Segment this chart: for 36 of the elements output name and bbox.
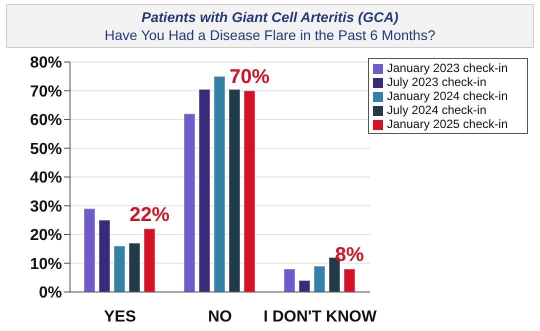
bar bbox=[244, 90, 256, 292]
legend-label: July 2024 check-in bbox=[387, 103, 486, 117]
x-tick-label: NO bbox=[208, 308, 232, 326]
bar bbox=[128, 242, 140, 292]
data-label: 70% bbox=[229, 66, 270, 88]
data-label: 22% bbox=[129, 204, 170, 226]
x-tick-label: I DON'T KNOW bbox=[263, 308, 378, 326]
bar bbox=[84, 208, 96, 292]
y-tick-label: 10% bbox=[30, 256, 62, 273]
bar bbox=[198, 88, 210, 292]
data-label: 8% bbox=[335, 244, 364, 266]
bar bbox=[344, 268, 356, 292]
bar bbox=[228, 88, 240, 292]
y-tick-label: 70% bbox=[30, 83, 62, 100]
bar bbox=[114, 246, 126, 292]
bar bbox=[98, 220, 110, 292]
y-tick-label: 40% bbox=[30, 170, 62, 187]
y-tick-label: 60% bbox=[30, 112, 62, 130]
bar bbox=[284, 268, 296, 292]
chart-title: Patients with Giant Cell Arteritis (GCA) bbox=[140, 8, 400, 26]
legend-label: January 2023 check-in bbox=[387, 61, 508, 75]
legend-label: January 2025 check-in bbox=[387, 117, 508, 131]
x-tick-label: YES bbox=[104, 308, 136, 326]
bar bbox=[298, 280, 310, 292]
legend-label: January 2024 check-in bbox=[387, 89, 508, 103]
bar bbox=[314, 266, 326, 292]
chart-subtitle: Have You Had a Disease Flare in the Past 6 Months? bbox=[104, 26, 436, 44]
bar bbox=[214, 76, 226, 292]
y-tick-label: 30% bbox=[30, 198, 62, 216]
y-tick-label: 0% bbox=[38, 284, 62, 302]
y-tick-label: 20% bbox=[30, 227, 62, 244]
y-tick-label: 50% bbox=[30, 140, 62, 158]
y-tick-label: 80% bbox=[30, 54, 62, 72]
legend-label: July 2023 check-in bbox=[387, 75, 486, 89]
bar bbox=[144, 228, 156, 292]
bar bbox=[184, 113, 196, 292]
